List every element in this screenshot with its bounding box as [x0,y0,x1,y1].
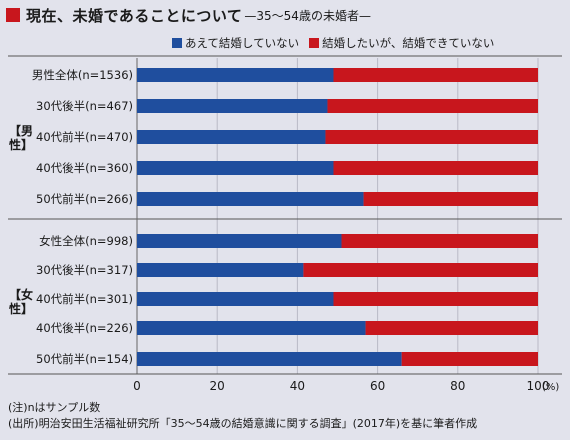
bar-series1 [137,130,326,144]
category-label: 50代前半(n=266) [36,192,133,206]
bar-series1 [137,352,402,366]
bar-series2 [333,161,538,175]
bar-series2 [333,292,538,306]
category-label: 女性全体(n=998) [39,234,133,248]
legend-swatch-2 [309,38,320,48]
title-sub: —35〜54歳の未婚者— [244,8,371,23]
x-tick-label: 0 [133,379,141,393]
bar-series2 [303,263,538,277]
legend: あえて結婚していない 結婚したいが、結婚できていない [172,35,504,51]
bar-series1 [137,68,334,82]
bar-series1 [137,161,334,175]
x-tick-label: 80 [450,379,465,393]
x-tick-label: 20 [210,379,225,393]
legend-label-1: あえて結婚していない [185,36,300,50]
chart-title: 現在、未婚であることについて —35〜54歳の未婚者— [6,4,371,26]
category-label: 50代前半(n=154) [36,352,133,366]
x-tick-label: 60 [370,379,385,393]
x-tick-label: 40 [290,379,305,393]
legend-item-2: 結婚したいが、結婚できていない [309,35,494,51]
bar-series1 [137,192,364,206]
bar-series1 [137,263,304,277]
title-main: 現在、未婚であることについて [26,6,243,25]
footnotes: (注)nはサンプル数 (出所)明治安田生活福祉研究所「35〜54歳の結婚意識に関… [8,400,477,432]
bar-series2 [333,68,538,82]
x-tick-label: 100 [527,379,550,393]
legend-swatch-1 [172,38,182,48]
bar-series2 [401,352,538,366]
category-label: 30代後半(n=317) [36,263,133,277]
bar-series1 [137,234,342,248]
category-label: 40代後半(n=360) [36,161,133,175]
footnote-note: (注)nはサンプル数 [8,401,101,414]
legend-label-2: 結婚したいが、結婚できていない [322,36,495,50]
legend-item-1: あえて結婚していない [172,35,299,51]
bar-series2 [363,192,538,206]
bar-series2 [341,234,538,248]
category-label: 40代前半(n=301) [36,292,133,306]
bar-series1 [137,99,328,113]
category-label: 男性全体(n=1536) [32,68,133,82]
bar-series1 [137,292,334,306]
x-unit-label: (%) [542,382,559,393]
category-label: 30代後半(n=467) [36,99,133,113]
bar-series1 [137,321,366,335]
category-label: 40代後半(n=226) [36,321,133,335]
bar-series2 [365,321,538,335]
category-label: 40代前半(n=470) [36,130,133,144]
bar-series2 [325,130,538,144]
bar-series2 [327,99,538,113]
footnote-source: (出所)明治安田生活福祉研究所「35〜54歳の結婚意識に関する調査」(2017年… [8,417,478,430]
title-marker-icon [6,8,20,22]
